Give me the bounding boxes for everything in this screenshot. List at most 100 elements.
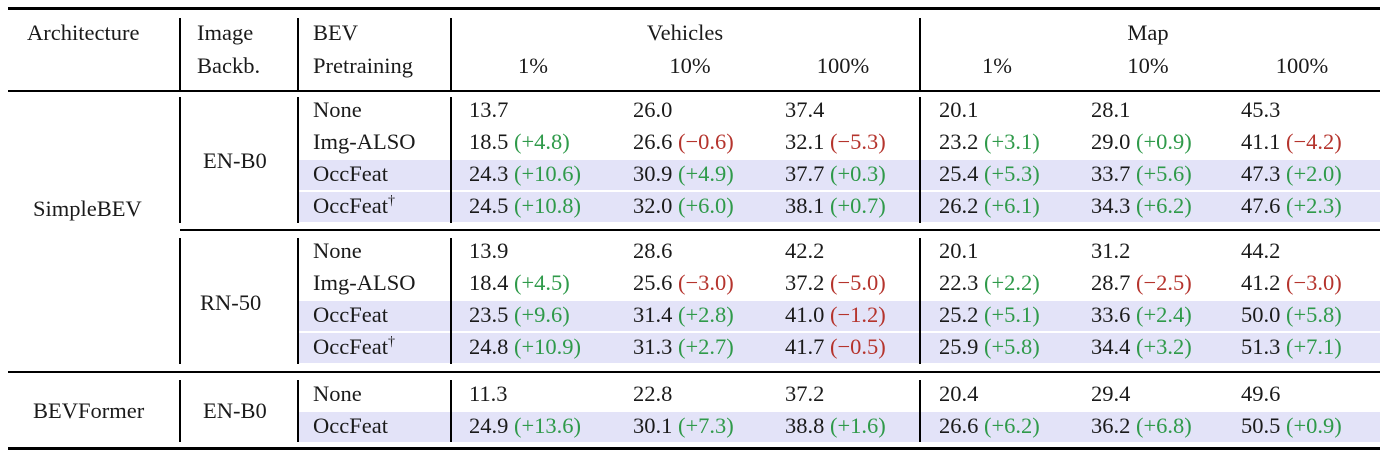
method-label: OccFeat (313, 413, 388, 439)
cell-value: 24.8 (469, 334, 509, 359)
result-cell: 41.2 (−3.0) (1241, 270, 1342, 296)
cell-delta: (+10.8) (514, 193, 582, 218)
cell-value: 38.8 (785, 413, 825, 438)
backbone-en-b0: EN-B0 (203, 148, 267, 173)
cell-value: 37.2 (785, 270, 825, 295)
result-cell: 34.4 (+3.2) (1091, 334, 1192, 360)
cell-delta: (+13.6) (514, 413, 582, 438)
cell-delta: (+7.3) (678, 413, 734, 438)
result-cell: 24.9 (+13.6) (469, 413, 581, 439)
cell-value: 26.0 (633, 97, 673, 122)
cell-delta: (+0.7) (830, 193, 886, 218)
architecture-simplebev: SimpleBEV (33, 196, 142, 221)
cell-value: 33.7 (1091, 161, 1131, 186)
result-cell: 34.3 (+6.2) (1091, 193, 1192, 219)
cell-value: 44.2 (1241, 238, 1281, 263)
header-split-map-100: 100% (1275, 53, 1329, 78)
cell-value: 32.0 (633, 193, 673, 218)
cell-value: 25.4 (939, 161, 979, 186)
result-cell: 25.2 (+5.1) (939, 302, 1040, 328)
cell-value: 41.1 (1241, 129, 1281, 154)
result-cell: 28.6 (633, 238, 672, 264)
result-cell: 42.2 (785, 238, 824, 264)
cell-value: 28.7 (1091, 270, 1131, 295)
method-label: Img-ALSO (313, 129, 416, 155)
cell-delta: (+9.6) (514, 302, 570, 327)
header-rule (8, 90, 1380, 92)
cell-value: 38.1 (785, 193, 825, 218)
cell-value: 36.2 (1091, 413, 1131, 438)
result-cell: 50.5 (+0.9) (1241, 413, 1342, 439)
cell-value: 26.6 (633, 129, 673, 154)
header-image-backbone-line1: Image (197, 20, 254, 45)
result-cell: 37.4 (785, 97, 824, 123)
cell-delta: (+3.2) (1136, 334, 1192, 359)
cell-delta: (+2.0) (1286, 161, 1342, 186)
cell-delta: (+0.3) (830, 161, 886, 186)
cell-value: 50.0 (1241, 302, 1281, 327)
result-cell: 20.1 (939, 97, 978, 123)
highlight-band (299, 301, 1380, 331)
highlight-band (299, 333, 1380, 363)
header-split-vehicles-100: 100% (816, 53, 870, 78)
cell-value: 20.1 (939, 97, 979, 122)
result-cell: 25.9 (+5.8) (939, 334, 1040, 360)
cell-delta: (+0.9) (1286, 413, 1342, 438)
result-cell: 26.6 (+6.2) (939, 413, 1040, 439)
column-divider (450, 97, 452, 223)
cell-value: 22.3 (939, 270, 979, 295)
highlight-band (299, 192, 1380, 222)
cell-value: 25.6 (633, 270, 673, 295)
cell-value: 28.1 (1091, 97, 1131, 122)
result-cell: 44.2 (1241, 238, 1280, 264)
header-architecture: Architecture (27, 20, 140, 45)
column-divider (297, 18, 299, 90)
cell-value: 28.6 (633, 238, 673, 263)
result-cell: 20.1 (939, 238, 978, 264)
cell-value: 13.9 (469, 238, 509, 263)
method-label: OccFeat† (313, 334, 395, 360)
cell-value: 26.6 (939, 413, 979, 438)
cell-value: 30.1 (633, 413, 673, 438)
method-name: OccFeat (313, 161, 388, 186)
result-cell: 29.4 (1091, 381, 1130, 407)
cell-value: 13.7 (469, 97, 509, 122)
bottom-rule (8, 447, 1380, 450)
result-cell: 41.7 (−0.5) (785, 334, 886, 360)
method-name: Img-ALSO (313, 129, 416, 154)
cell-value: 18.4 (469, 270, 509, 295)
result-cell: 23.5 (+9.6) (469, 302, 570, 328)
cell-delta: (−5.3) (830, 129, 886, 154)
result-cell: 51.3 (+7.1) (1241, 334, 1342, 360)
method-name: OccFeat (313, 193, 388, 218)
result-cell: 37.2 (785, 381, 824, 407)
column-divider (450, 380, 452, 442)
header-bev-pretraining-line2: Pretraining (313, 53, 413, 78)
cell-delta: (+5.1) (984, 302, 1040, 327)
highlight-band (299, 412, 1380, 442)
result-cell: 28.7 (−2.5) (1091, 270, 1192, 296)
column-divider (297, 97, 299, 223)
cell-delta: (+3.1) (984, 129, 1040, 154)
backbone-rule (180, 229, 1380, 231)
result-cell: 31.4 (+2.8) (633, 302, 734, 328)
result-cell: 18.5 (+4.8) (469, 129, 570, 155)
method-label: OccFeat (313, 302, 388, 328)
cell-value: 24.9 (469, 413, 509, 438)
cell-value: 30.9 (633, 161, 673, 186)
group-rule (8, 371, 1380, 373)
result-cell: 37.7 (+0.3) (785, 161, 886, 187)
column-divider (297, 238, 299, 364)
cell-delta: (+10.9) (514, 334, 582, 359)
method-name: Img-ALSO (313, 270, 416, 295)
cell-delta: (−2.5) (1136, 270, 1192, 295)
cell-value: 23.2 (939, 129, 979, 154)
result-cell: 18.4 (+4.5) (469, 270, 570, 296)
result-cell: 22.8 (633, 381, 672, 407)
cell-value: 24.5 (469, 193, 509, 218)
header-image-backbone-line2: Backb. (197, 53, 261, 78)
cell-value: 37.7 (785, 161, 825, 186)
cell-value: 22.8 (633, 381, 673, 406)
cell-delta: (+6.0) (678, 193, 734, 218)
